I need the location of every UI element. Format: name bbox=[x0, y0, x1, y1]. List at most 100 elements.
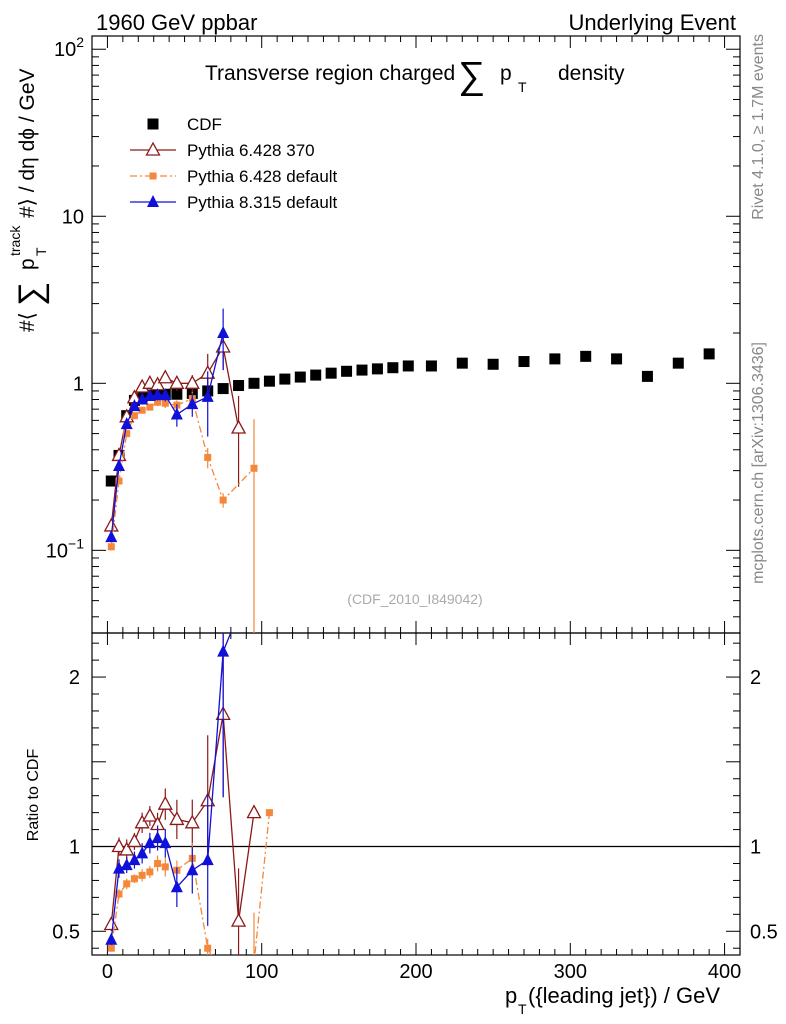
ratio-point bbox=[184, 814, 200, 829]
x-tick-label: 100 bbox=[245, 961, 278, 983]
data-point bbox=[387, 362, 399, 374]
data-point bbox=[204, 453, 212, 461]
ratio-point bbox=[123, 880, 131, 888]
data-point bbox=[136, 392, 149, 405]
y-tick-label: 102 bbox=[54, 34, 84, 61]
data-point bbox=[115, 477, 123, 485]
xlabel: p T ({leading jet}) / GeV bbox=[505, 983, 720, 1017]
data-point bbox=[157, 369, 173, 384]
data-point bbox=[230, 419, 247, 434]
ratio-point bbox=[126, 833, 143, 848]
ratio-point bbox=[130, 875, 138, 883]
ratio-point bbox=[170, 880, 183, 893]
data-point bbox=[371, 363, 383, 375]
data-point bbox=[107, 543, 115, 551]
data-point bbox=[356, 364, 368, 376]
ratio-point bbox=[107, 944, 115, 952]
header-right: Underlying Event bbox=[568, 10, 736, 35]
ratio-point bbox=[142, 807, 158, 822]
ylabel-sigma: ∑ bbox=[12, 282, 50, 306]
data-point bbox=[201, 389, 214, 402]
ratio-point bbox=[146, 868, 154, 876]
data-point bbox=[138, 406, 146, 414]
data-point bbox=[130, 412, 138, 420]
data-point bbox=[402, 360, 414, 372]
ratio-point bbox=[138, 871, 146, 879]
data-point bbox=[217, 383, 229, 395]
ratio-point bbox=[204, 944, 212, 952]
ratio-point bbox=[161, 863, 169, 871]
ratio-tick-label-right: 0.5 bbox=[750, 921, 778, 943]
data-point bbox=[169, 374, 185, 389]
data-point bbox=[487, 358, 499, 370]
ratio-point bbox=[113, 861, 125, 874]
ratio-line bbox=[110, 633, 232, 940]
ratio-point bbox=[246, 804, 262, 819]
legend-marker bbox=[147, 118, 159, 130]
header-left: 1960 GeV ppbar bbox=[96, 10, 257, 35]
data-point bbox=[105, 530, 118, 543]
x-tick-label: 300 bbox=[554, 961, 587, 983]
y-tick-label: 10 bbox=[62, 206, 84, 228]
ratio-tick-label-left: 2 bbox=[69, 667, 80, 689]
ratio-point bbox=[115, 890, 123, 898]
ratio-point bbox=[128, 853, 141, 866]
data-point bbox=[641, 370, 653, 382]
data-point bbox=[120, 417, 133, 430]
ratio-point bbox=[186, 863, 199, 876]
legend-label: CDF bbox=[187, 115, 222, 134]
data-point bbox=[161, 399, 169, 407]
ratio-tick-label-right: 2 bbox=[750, 667, 761, 689]
ylabel-sub: T bbox=[33, 247, 49, 256]
data-point bbox=[186, 397, 199, 410]
x-tick-label: 400 bbox=[708, 961, 741, 983]
ratio-line bbox=[110, 714, 255, 925]
ylabel-hash: #⟨ bbox=[16, 312, 39, 332]
data-point bbox=[170, 407, 183, 420]
data-point bbox=[154, 398, 162, 406]
ratio-point bbox=[119, 841, 135, 856]
legend: CDF Pythia 6.428 370 Pythia 6.428 default P… bbox=[130, 115, 338, 212]
ratio-tick-label-right: 1 bbox=[750, 837, 761, 859]
data-point bbox=[103, 517, 119, 532]
ratio-point bbox=[120, 858, 133, 871]
data-point bbox=[250, 464, 258, 472]
data-point bbox=[518, 356, 530, 368]
data-point bbox=[123, 430, 131, 438]
title-p: p bbox=[500, 62, 512, 85]
rivet-label: Rivet 4.1.0, ≥ 1.7M events bbox=[750, 34, 767, 220]
data-point bbox=[310, 369, 322, 381]
y-tick-label: 10−1 bbox=[46, 535, 84, 562]
chart-title: Transverse region charged bbox=[205, 62, 455, 85]
data-point bbox=[294, 371, 306, 383]
data-layer bbox=[103, 308, 715, 982]
ratio-point bbox=[143, 836, 156, 849]
ylabel-p: p bbox=[16, 258, 39, 270]
legend-marker bbox=[147, 195, 159, 207]
ylabel-rest: #⟩ / dη dϕ / GeV bbox=[16, 68, 39, 218]
data-point bbox=[672, 357, 684, 369]
title-sigma: ∑ bbox=[458, 55, 485, 97]
legend-marker bbox=[149, 172, 157, 180]
data-point bbox=[184, 374, 200, 389]
series-line bbox=[110, 345, 240, 527]
ratio-plot-area bbox=[103, 633, 273, 982]
data-point bbox=[146, 403, 154, 411]
ratio-point bbox=[265, 809, 273, 817]
title-sub: T bbox=[518, 79, 527, 95]
analysis-id: (CDF_2010_I849042) bbox=[347, 591, 482, 607]
ratio-point bbox=[105, 932, 118, 945]
xlabel-rest: ({leading jet}) / GeV bbox=[528, 983, 720, 1008]
data-point bbox=[105, 475, 117, 487]
ratio-point bbox=[151, 831, 164, 844]
ratio-line bbox=[110, 812, 271, 955]
legend-label: Pythia 6.428 370 bbox=[187, 141, 315, 160]
data-point bbox=[341, 365, 353, 377]
data-point bbox=[233, 380, 245, 392]
data-point bbox=[159, 388, 172, 401]
legend-label: Pythia 6.428 default bbox=[187, 167, 338, 186]
ratio-point bbox=[220, 975, 227, 982]
ratio-point bbox=[217, 644, 230, 657]
data-point bbox=[219, 496, 227, 504]
